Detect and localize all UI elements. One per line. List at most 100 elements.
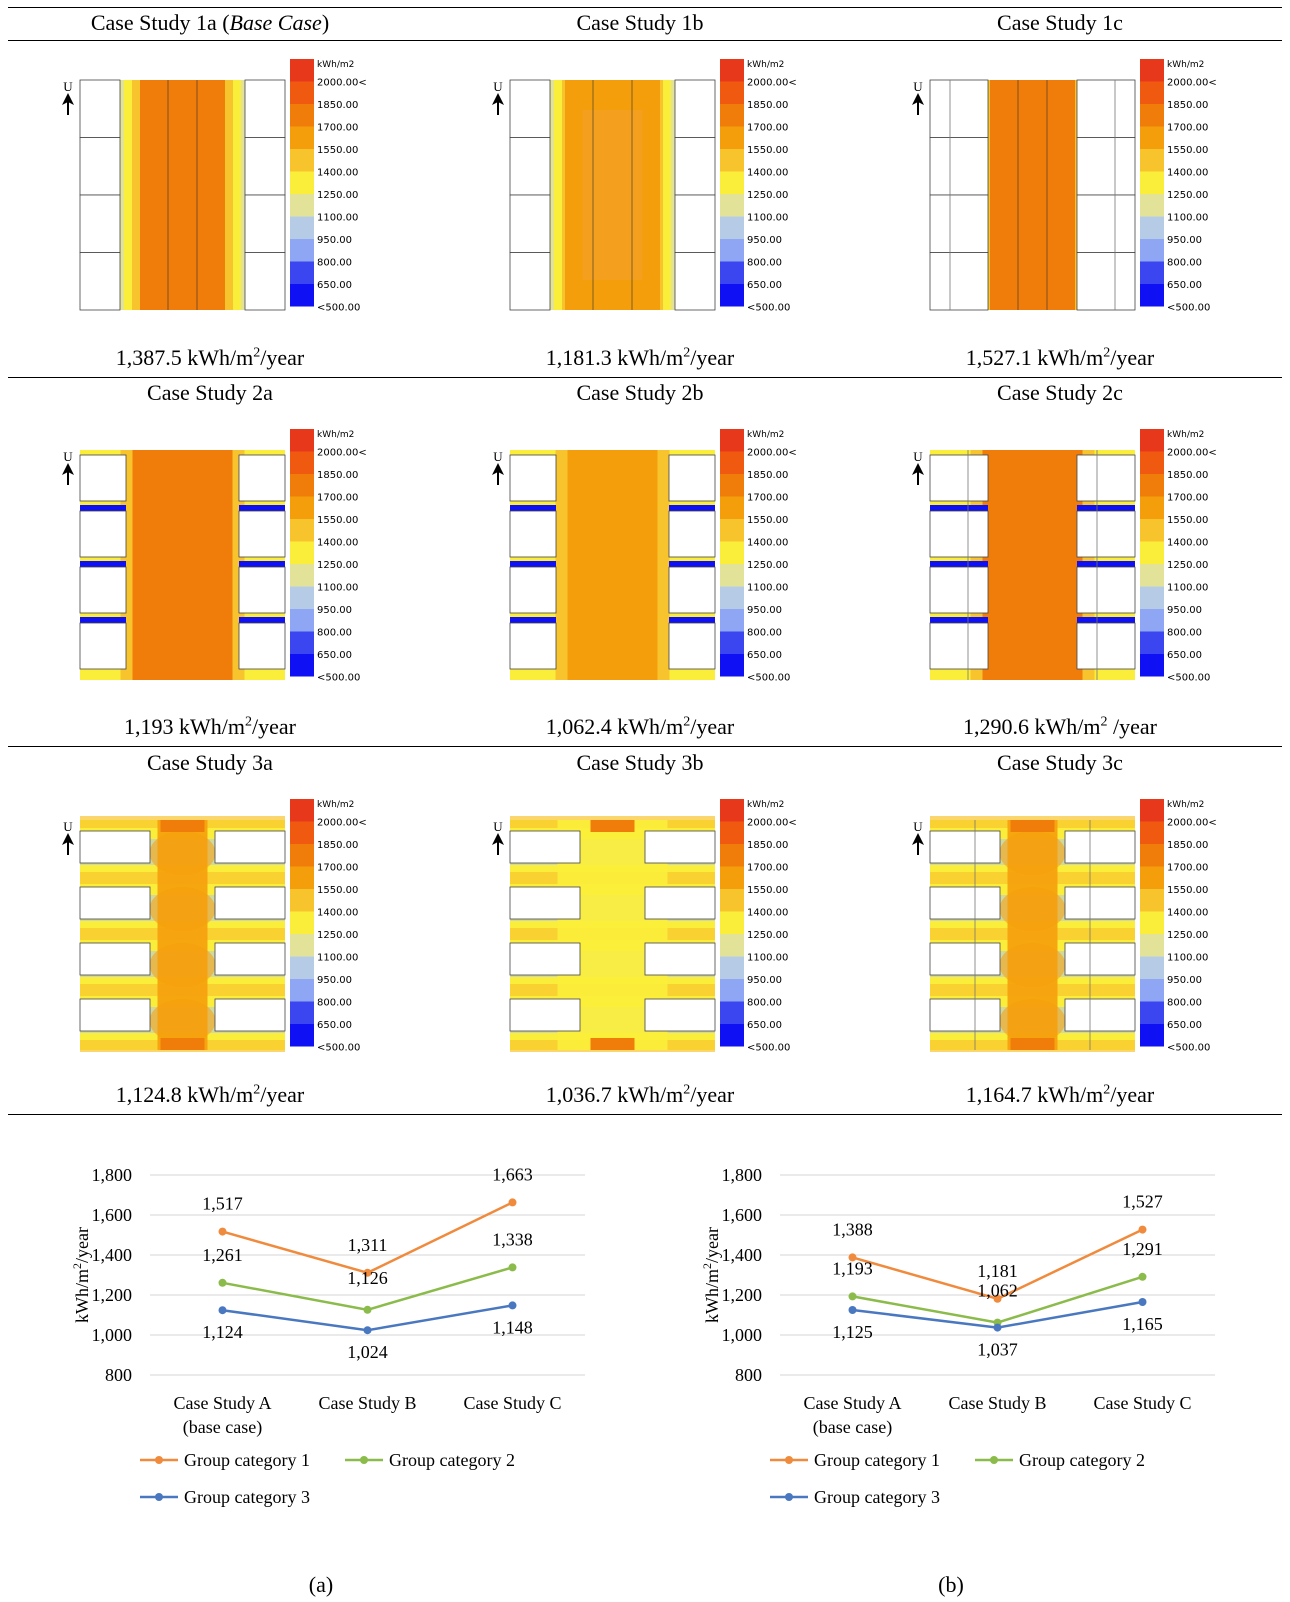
scale-level-label: 2000.00< [317,78,367,89]
scale-swatch [290,104,314,127]
x-tick-label: (base case) [813,1417,892,1438]
scale-level-label: <500.00 [747,303,790,314]
data-label: 1,517 [202,1194,243,1214]
scale-level-label: 1250.00 [1167,560,1208,571]
scale-swatch [1140,889,1164,912]
scale-unit-label: kWh/m2 [747,430,784,440]
scale-level-label: 1100.00 [317,953,358,964]
scale-level-label: 2000.00< [317,448,367,459]
y-axis-label: kWh/m2/year [70,1227,92,1323]
scale-level-label: 1400.00 [1167,538,1208,549]
scale-swatch [290,654,314,677]
energy-value-1b: 1,181.3 kWh/m2/year [545,345,735,370]
scale-swatch [720,821,744,844]
y-axis-label: kWh/m2/year [700,1227,722,1323]
scale-swatch [290,59,314,82]
north-arrow-icon [492,833,504,845]
data-label: 1,148 [492,1317,533,1337]
scale-swatch [290,1001,314,1024]
scale-swatch [720,261,744,284]
scale-level-label: 1700.00 [317,123,358,134]
scale-level-label: 650.00 [317,280,352,291]
data-point [218,1227,227,1236]
data-label: 1,037 [977,1340,1018,1360]
scale-swatch [720,934,744,957]
scale-level-label: 1850.00 [317,100,358,111]
scale-level-label: 950.00 [317,235,352,246]
scale-level-label: 1550.00 [317,145,358,156]
scale-level-label: 1700.00 [317,493,358,504]
scale-level-label: 950.00 [317,975,352,986]
scale-swatch [720,956,744,979]
scale-level-label: <500.00 [317,1043,360,1054]
scale-level-label: 1850.00 [1167,100,1208,111]
data-label: 1,291 [1122,1239,1163,1259]
case-title-1b: Case Study 1b [576,10,704,35]
scale-swatch [720,81,744,104]
scale-swatch [1140,239,1164,262]
x-tick-label: Case Study C [463,1393,561,1413]
north-label: U [493,449,503,464]
scale-level-label: 1850.00 [747,840,788,851]
scale-level-label: 650.00 [1167,1020,1202,1031]
data-point [508,1263,517,1272]
scale-unit-label: kWh/m2 [317,800,354,810]
scale-swatch [290,821,314,844]
scale-level-label: 1850.00 [1167,840,1208,851]
scale-level-label: 1550.00 [1167,145,1208,156]
scale-swatch [1140,1001,1164,1024]
scale-swatch [720,149,744,172]
case-title-2c: Case Study 2c [997,380,1123,405]
case-title-1c: Case Study 1c [997,10,1123,35]
scale-swatch [720,564,744,587]
north-label: U [493,819,503,834]
data-point [993,1294,1002,1303]
scale-swatch [290,609,314,632]
legend-entry: Group category 3 [770,1487,940,1507]
case-title-3c: Case Study 3c [997,750,1123,775]
scale-unit-label: kWh/m2 [317,60,354,70]
scale-level-label: 800.00 [747,258,782,269]
scale-level-label: 1100.00 [747,953,788,964]
scale-unit-label: kWh/m2 [1167,800,1204,810]
scale-swatch [720,429,744,452]
y-tick-label: 1,800 [92,1165,133,1185]
scale-swatch [1140,799,1164,822]
data-label: 1,124 [202,1322,243,1342]
data-point [993,1323,1002,1332]
north-arrow-icon [62,833,74,845]
scale-swatch [1140,1024,1164,1047]
scale-swatch [1140,171,1164,194]
scale-swatch [1140,654,1164,677]
svg-text:Group category 3: Group category 3 [814,1487,940,1507]
scale-swatch [720,911,744,934]
scale-level-label: 2000.00< [1167,818,1217,829]
scale-swatch [290,911,314,934]
scale-swatch [1140,609,1164,632]
case-title-3a: Case Study 3a [147,750,273,775]
scale-swatch [1140,451,1164,474]
scale-swatch [1140,104,1164,127]
scale-swatch [720,541,744,564]
scale-level-label: 1250.00 [317,560,358,571]
scale-level-label: 1400.00 [1167,908,1208,919]
energy-value-2a: 1,193 kWh/m2/year [124,714,296,739]
scale-level-label: 1100.00 [1167,213,1208,224]
scale-level-label: 1850.00 [317,840,358,851]
scale-swatch [1140,541,1164,564]
scale-level-label: 800.00 [1167,258,1202,269]
x-tick-label: Case Study A [173,1393,271,1413]
legend-entry: Group category 2 [345,1450,515,1470]
scale-swatch [290,194,314,217]
scale-swatch [1140,934,1164,957]
line-chart-svg: 800 1,000 1,200 1,400 1,600 1,800 kWh/m2/year C… [70,1164,585,1507]
data-point [363,1326,372,1335]
scale-level-label: 1100.00 [1167,583,1208,594]
